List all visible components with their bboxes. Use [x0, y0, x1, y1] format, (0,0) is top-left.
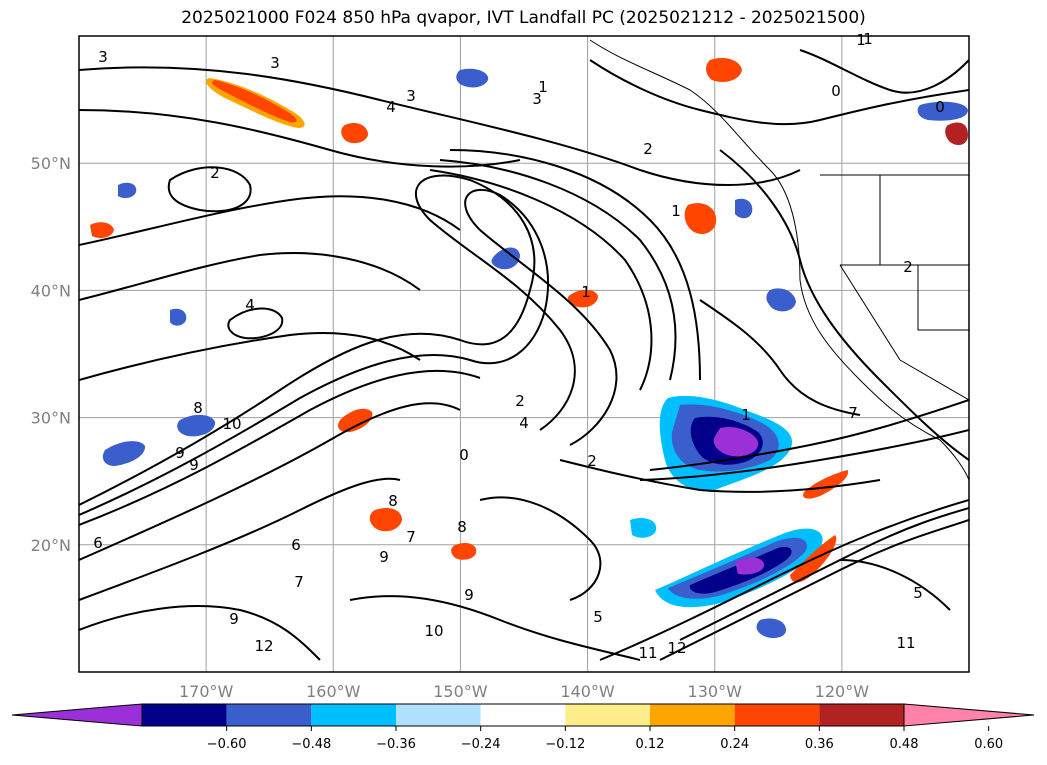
contour-label: 6 — [291, 536, 301, 554]
latitude-label: 50°N — [31, 154, 71, 173]
colorbar-bin — [226, 704, 312, 726]
contour-label: 3 — [406, 87, 416, 105]
contour-label: 5 — [913, 584, 923, 602]
map-frame — [78, 35, 970, 673]
contour-label: 0 — [459, 446, 469, 464]
latitude-label: 40°N — [31, 281, 71, 300]
contour-label: 11 — [896, 634, 915, 652]
contour-label: 7 — [294, 573, 304, 591]
contour-label: 1 — [863, 30, 873, 48]
contour-label: 7 — [406, 528, 416, 546]
contour-label: 1 — [856, 31, 866, 49]
contour-label: 12 — [254, 637, 273, 655]
contour-label: 6 — [93, 534, 103, 552]
colorbar-tick-label: 0.24 — [720, 737, 749, 752]
colorbar-bin — [480, 704, 566, 726]
colorbar-tick-label: −0.48 — [291, 737, 331, 752]
contour-label: 4 — [245, 296, 255, 314]
colorbar-tick-label: −0.24 — [461, 737, 501, 752]
contour-label: 10 — [222, 415, 241, 433]
contour-label: 7 — [848, 404, 858, 422]
colorbar-bin — [396, 704, 481, 726]
contour-label: 5 — [593, 608, 603, 626]
colorbar-tick-label: 0.12 — [636, 737, 665, 752]
longitude-label: 120°W — [815, 682, 870, 701]
contour-label: 9 — [229, 610, 239, 628]
longitude-labels: 170°W 160°W 150°W 140°W 130°W 120°W — [179, 682, 869, 701]
colorbar-bin — [311, 704, 396, 726]
contour-label: 2 — [643, 140, 653, 158]
contour-label: 2 — [515, 392, 525, 410]
colorbar-extend-max — [903, 703, 1035, 727]
qvapor-shading — [90, 58, 968, 638]
contour-label: 3 — [270, 54, 280, 72]
contour-label: 3 — [98, 48, 108, 66]
contour-label: 4 — [386, 98, 396, 116]
colorbar-tick-label: 0.60 — [974, 737, 1003, 752]
contour-label: 11 — [638, 644, 657, 662]
contour-label: 9 — [175, 444, 185, 462]
colorbar-bin — [565, 704, 650, 726]
contour-label: 12 — [667, 639, 686, 657]
contour-label: 8 — [457, 518, 467, 536]
latitude-label: 20°N — [31, 536, 71, 555]
contour-label: 10 — [424, 622, 443, 640]
coastlines — [589, 39, 969, 481]
latitude-label: 30°N — [31, 409, 71, 428]
plot-title: 2025021000 F024 850 hPa qvapor, IVT Land… — [181, 8, 866, 28]
contour-label: 2 — [210, 164, 220, 182]
contour-label: 2 — [587, 452, 597, 470]
longitude-label: 170°W — [179, 682, 234, 701]
contour-label: 1 — [671, 202, 681, 220]
contour-label: 9 — [464, 586, 474, 604]
colorbar-tick-label: −0.36 — [376, 737, 416, 752]
colorbar-bin — [734, 704, 820, 726]
longitude-label: 140°W — [560, 682, 615, 701]
colorbar-bin — [142, 704, 227, 726]
colorbar-tick-label: −0.60 — [207, 737, 247, 752]
contour-label: 8 — [388, 492, 398, 510]
colorbar-extend-min — [11, 703, 143, 727]
contour-label: 0 — [831, 82, 841, 100]
colorbar-bin — [650, 704, 735, 726]
longitude-label: 150°W — [433, 682, 488, 701]
ivt-contours — [79, 49, 969, 661]
longitude-label: 130°W — [688, 682, 743, 701]
contour-label: 2 — [903, 258, 913, 276]
latitude-labels: 50°N 40°N 30°N 20°N — [31, 154, 71, 555]
colorbar-tick-label: 0.48 — [890, 737, 919, 752]
colorbar-bin — [819, 704, 904, 726]
contour-label: 1 — [581, 283, 591, 301]
colorbar-outline — [141, 703, 905, 727]
contour-label: 0 — [935, 98, 945, 116]
contour-label: 4 — [519, 414, 529, 432]
contour-label: 3 — [532, 90, 542, 108]
contour-label: 9 — [189, 456, 199, 474]
colorbar-tick-label: −0.12 — [545, 737, 585, 752]
colorbar: −0.60 −0.48 −0.36 −0.24 −0.12 0.12 0.24 0.36 0.4… — [11, 703, 1035, 752]
longitude-label: 160°W — [306, 682, 361, 701]
contour-label: 1 — [538, 78, 548, 96]
colorbar-tick-label: 0.36 — [805, 737, 834, 752]
contour-label: 9 — [379, 548, 389, 566]
contour-label: 8 — [193, 399, 203, 417]
contour-label: 1 — [741, 406, 751, 424]
